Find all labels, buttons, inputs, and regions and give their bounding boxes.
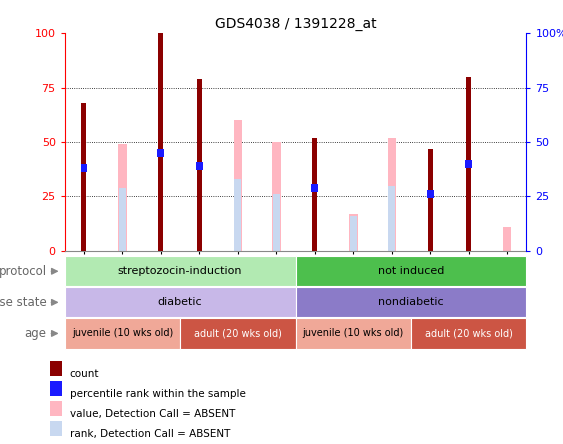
Text: protocol: protocol (0, 265, 47, 278)
Bar (428, 149, 433, 251)
Bar (234, 179, 242, 251)
Text: adult (20 wks old): adult (20 wks old) (425, 329, 513, 338)
Bar (465, 160, 472, 168)
Text: rank, Detection Call = ABSENT: rank, Detection Call = ABSENT (70, 429, 230, 439)
Bar (197, 79, 202, 251)
Bar (50, 381, 62, 396)
Bar (196, 162, 203, 170)
Bar (81, 164, 87, 172)
Bar (158, 149, 164, 157)
Text: juvenile (10 wks old): juvenile (10 wks old) (72, 329, 173, 338)
Text: adult (20 wks old): adult (20 wks old) (194, 329, 282, 338)
Bar (387, 138, 396, 251)
Text: percentile rank within the sample: percentile rank within the sample (70, 389, 245, 399)
Bar (312, 138, 318, 251)
Bar (311, 184, 318, 191)
Bar (50, 361, 62, 376)
Bar (272, 142, 280, 251)
Text: streptozocin-induction: streptozocin-induction (118, 266, 243, 276)
Bar (50, 401, 62, 416)
Bar (50, 421, 62, 436)
Bar (118, 144, 127, 251)
Text: diabetic: diabetic (158, 297, 203, 307)
Bar (427, 190, 434, 198)
Text: not induced: not induced (378, 266, 444, 276)
Bar (350, 216, 357, 251)
Bar (466, 77, 471, 251)
Text: nondiabetic: nondiabetic (378, 297, 444, 307)
Bar (234, 120, 242, 251)
Text: juvenile (10 wks old): juvenile (10 wks old) (303, 329, 404, 338)
Bar (82, 103, 87, 251)
Bar (349, 214, 358, 251)
Text: value, Detection Call = ABSENT: value, Detection Call = ABSENT (70, 409, 235, 419)
Bar (119, 188, 126, 251)
Bar (388, 186, 395, 251)
Bar (273, 194, 280, 251)
Text: disease state: disease state (0, 296, 47, 309)
Text: count: count (70, 369, 99, 379)
Text: age: age (25, 327, 47, 340)
Bar (158, 33, 163, 251)
Bar (503, 227, 511, 251)
Title: GDS4038 / 1391228_at: GDS4038 / 1391228_at (215, 17, 377, 31)
